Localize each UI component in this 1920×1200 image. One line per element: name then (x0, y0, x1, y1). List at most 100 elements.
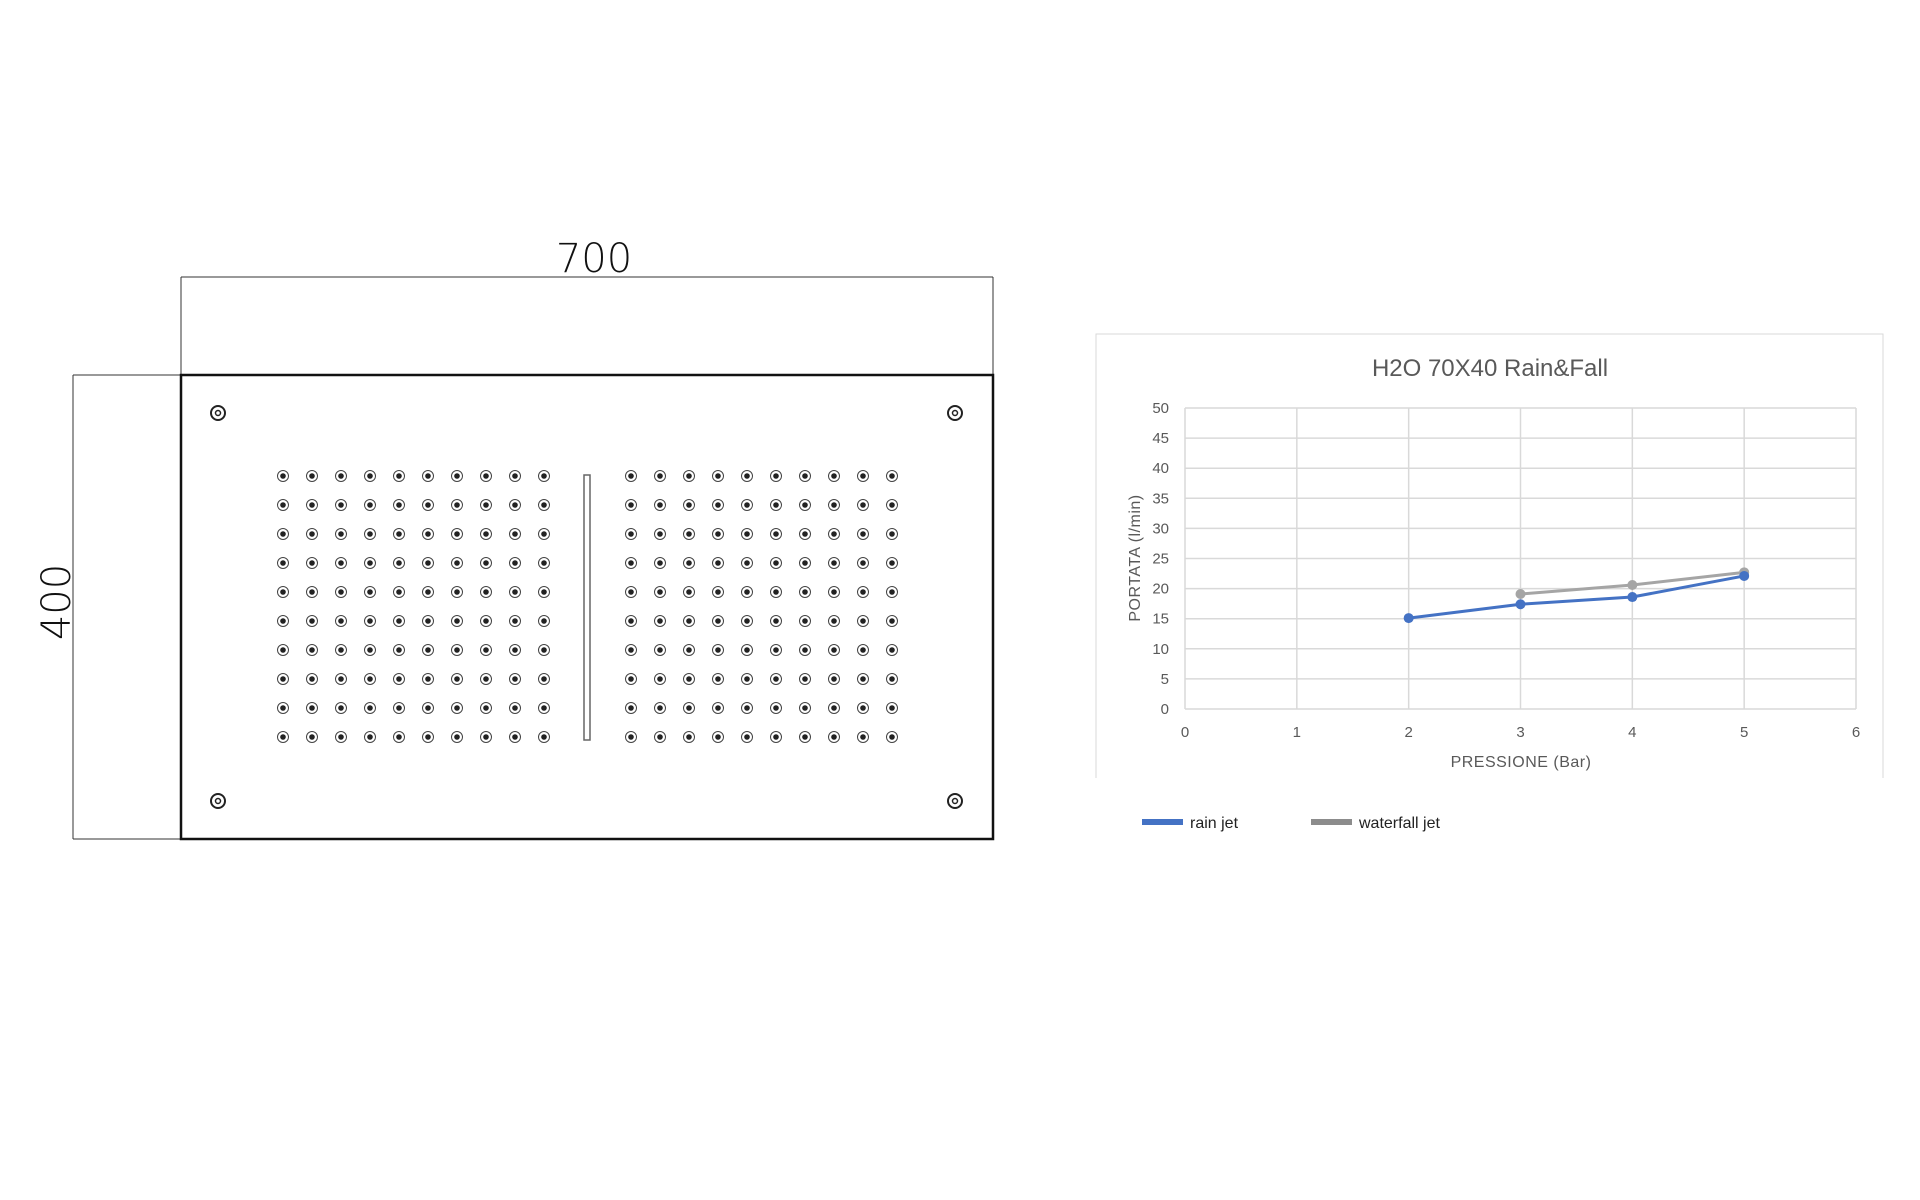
nozzle-icon (857, 673, 869, 685)
nozzle-icon (306, 470, 318, 482)
nozzle-icon (683, 644, 695, 656)
nozzle-icon (857, 615, 869, 627)
nozzle-icon (625, 615, 637, 627)
nozzle-icon (770, 731, 782, 743)
waterfall-slot (583, 474, 591, 741)
x-tick-label: 0 (1181, 724, 1189, 741)
chart-title: H2O 70X40 Rain&Fall (1372, 355, 1608, 382)
nozzle-icon (364, 731, 376, 743)
nozzle-icon (335, 557, 347, 569)
nozzle-icon (828, 586, 840, 598)
nozzle-icon (857, 731, 869, 743)
nozzle-icon (654, 644, 666, 656)
x-tick-label: 1 (1293, 724, 1301, 741)
legend: rain jet waterfall jet (1142, 815, 1440, 832)
nozzle-icon (857, 644, 869, 656)
nozzle-icon (306, 499, 318, 511)
nozzle-icon (741, 644, 753, 656)
nozzle-icon (335, 731, 347, 743)
nozzle-icon (712, 557, 724, 569)
x-tick-label: 3 (1516, 724, 1524, 741)
y-tick-label: 5 (1161, 671, 1169, 688)
y-tick-label: 30 (1152, 520, 1169, 537)
data-point-rain-jet (1627, 592, 1638, 603)
nozzle-icon (683, 731, 695, 743)
nozzle-icon (683, 702, 695, 714)
nozzle-icon (683, 470, 695, 482)
nozzle-icon (654, 557, 666, 569)
nozzle-icon (886, 731, 898, 743)
nozzle-icon (277, 470, 289, 482)
nozzle-icon (712, 702, 724, 714)
nozzle-icon (799, 615, 811, 627)
nozzle-icon (393, 586, 405, 598)
nozzle-icon (799, 499, 811, 511)
nozzle-icon (886, 702, 898, 714)
nozzle-icon (335, 528, 347, 540)
nozzle-icon (886, 673, 898, 685)
x-tick-label: 6 (1852, 724, 1860, 741)
nozzle-icon (422, 557, 434, 569)
nozzle-icon (712, 644, 724, 656)
nozzle-icon (306, 644, 318, 656)
nozzle-icon (422, 528, 434, 540)
nozzle-icon (393, 673, 405, 685)
nozzle-icon (625, 673, 637, 685)
nozzle-icon (393, 470, 405, 482)
nozzle-icon (393, 615, 405, 627)
nozzle-icon (509, 470, 521, 482)
nozzle-icon (741, 731, 753, 743)
x-tick-label: 2 (1404, 724, 1412, 741)
legend-label-waterfall-jet: waterfall jet (1358, 815, 1440, 832)
nozzle-icon (654, 586, 666, 598)
nozzle-icon (683, 615, 695, 627)
nozzle-icon (741, 499, 753, 511)
nozzle-icon (451, 557, 463, 569)
data-point-rain-jet (1403, 613, 1414, 624)
nozzle-icon (277, 702, 289, 714)
nozzle-icon (422, 499, 434, 511)
nozzle-icon (625, 731, 637, 743)
nozzle-icon (393, 557, 405, 569)
screw-icon (210, 793, 226, 809)
nozzle-icon (364, 673, 376, 685)
nozzle-icon (277, 644, 289, 656)
nozzle-icon (683, 586, 695, 598)
nozzle-icon (480, 644, 492, 656)
nozzle-icon (828, 499, 840, 511)
nozzle-icon (538, 557, 550, 569)
nozzle-icon (335, 644, 347, 656)
nozzle-icon (625, 586, 637, 598)
nozzle-icon (828, 557, 840, 569)
shower-panel-outline (179, 373, 995, 841)
nozzle-icon (480, 673, 492, 685)
nozzle-icon (625, 499, 637, 511)
nozzle-icon (451, 702, 463, 714)
nozzle-icon (741, 615, 753, 627)
nozzle-icon (480, 557, 492, 569)
nozzle-icon (799, 470, 811, 482)
nozzle-icon (712, 731, 724, 743)
nozzle-icon (857, 528, 869, 540)
nozzle-icon (422, 731, 434, 743)
nozzle-icon (277, 557, 289, 569)
nozzle-icon (364, 702, 376, 714)
nozzle-icon (886, 528, 898, 540)
y-tick-label: 15 (1152, 611, 1169, 628)
nozzle-icon (451, 731, 463, 743)
nozzle-icon (422, 644, 434, 656)
nozzle-icon (509, 499, 521, 511)
nozzle-icon (335, 586, 347, 598)
nozzle-icon (364, 615, 376, 627)
nozzle-icon (422, 615, 434, 627)
nozzle-icon (712, 470, 724, 482)
nozzle-icon (393, 702, 405, 714)
y-tick-label: 40 (1152, 460, 1169, 477)
nozzle-icon (857, 470, 869, 482)
x-tick-label: 5 (1740, 724, 1748, 741)
nozzle-icon (335, 673, 347, 685)
data-point-rain-jet (1739, 570, 1750, 581)
nozzle-icon (277, 615, 289, 627)
nozzle-icon (625, 702, 637, 714)
nozzle-icon (509, 528, 521, 540)
